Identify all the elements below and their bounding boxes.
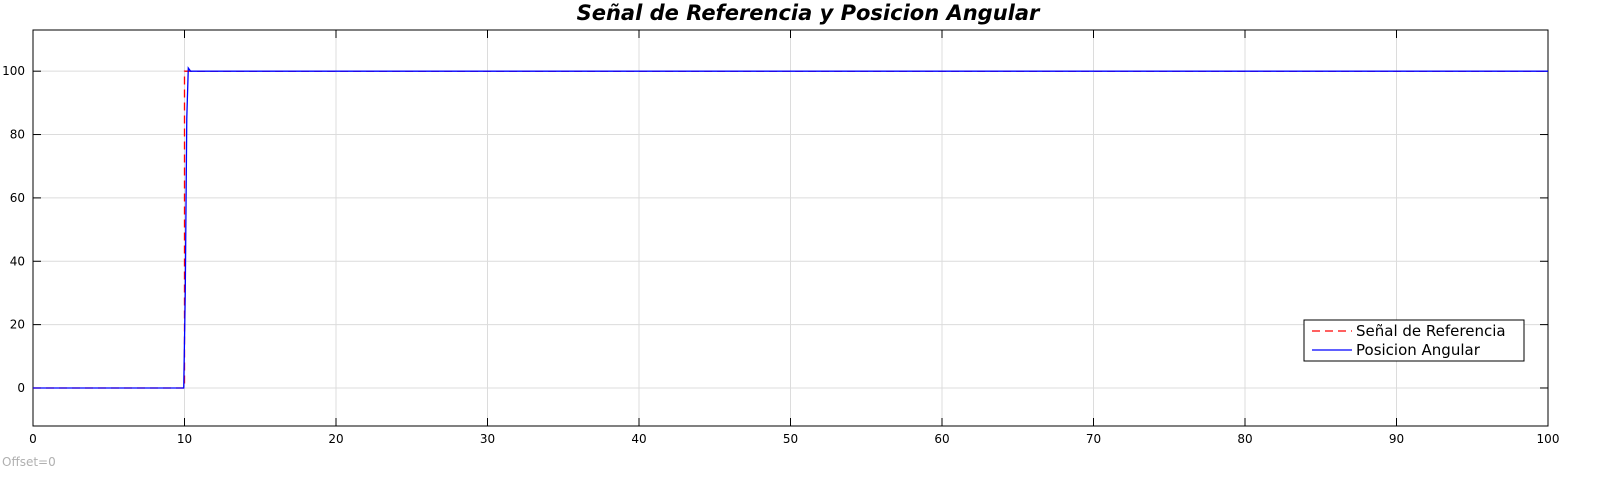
legend-label-2: Posicion Angular — [1356, 341, 1481, 359]
legend-box — [1303, 319, 1525, 362]
offset-label: Offset=0 — [2, 455, 56, 469]
grid — [32, 30, 1549, 426]
chart-title: Señal de Referencia y Posicion Angular — [577, 1, 1041, 25]
y-tick-label: 40 — [10, 254, 25, 268]
y-tick-label: 20 — [10, 318, 25, 332]
series-group — [33, 66, 1548, 389]
x-tick-label: 0 — [29, 432, 37, 446]
x-tick-label: 50 — [783, 432, 798, 446]
series-line-2 — [33, 66, 1548, 389]
x-tick-label: 60 — [934, 432, 949, 446]
y-tick-label: 60 — [10, 191, 25, 205]
x-tick-label: 40 — [631, 432, 646, 446]
y-tick-label: 100 — [2, 64, 25, 78]
legend-label-1: Señal de Referencia — [1356, 322, 1506, 340]
x-tick-label: 90 — [1389, 432, 1404, 446]
x-tick-label: 70 — [1086, 432, 1101, 446]
axis-frame — [32, 29, 1549, 427]
y-tick-label: 0 — [17, 381, 25, 395]
x-tick-label: 20 — [328, 432, 343, 446]
x-tick-label: 10 — [177, 432, 192, 446]
x-tick-label: 80 — [1237, 432, 1252, 446]
x-tick-label: 30 — [480, 432, 495, 446]
y-tick-label: 80 — [10, 128, 25, 142]
x-tick-label: 100 — [1537, 432, 1560, 446]
tick-labels: 0 10 20 30 40 50 60 70 80 90 100 0 20 40 60 80 100 — [2, 64, 1559, 446]
